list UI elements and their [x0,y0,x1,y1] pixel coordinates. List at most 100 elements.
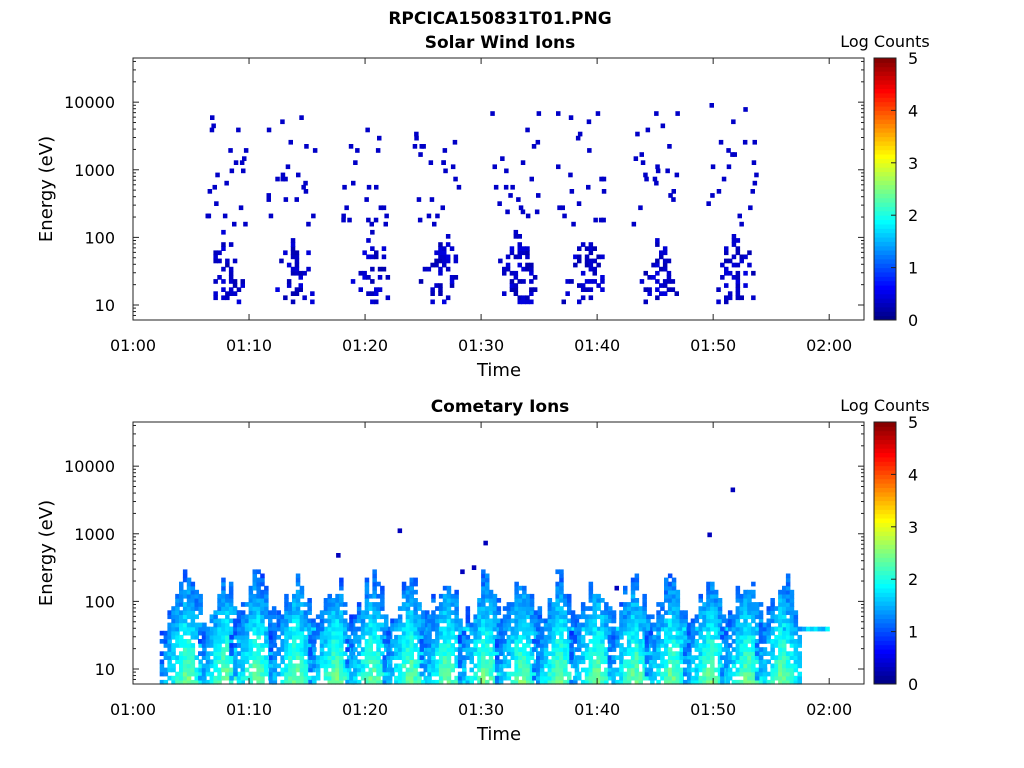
heatmap-cell [217,250,222,256]
heatmap-cell [364,655,370,660]
heatmap-cell [584,675,590,681]
heatmap-cell [667,659,673,665]
heatmap-cell [368,639,373,644]
heatmap-cell [431,639,436,644]
heatmap-cell [159,671,165,677]
heatmap-cell [445,258,451,264]
heatmap-cell [240,679,245,685]
heatmap-cell [457,655,463,660]
heatmap-cell [171,614,176,620]
heatmap-cell [225,622,230,628]
heatmap-cell [569,630,574,636]
heatmap-cell [698,667,703,673]
heatmap-cell [294,270,300,276]
heatmap-cell [315,663,321,669]
heatmap-cell [547,618,553,624]
heatmap-cell [213,295,218,301]
heatmap-cell [427,622,432,628]
heatmap-cell [721,639,727,644]
heatmap-cell [644,639,650,644]
heatmap-cell [260,593,265,599]
heatmap-cell [405,679,411,685]
heatmap-cell [539,671,545,677]
heatmap-cell [390,622,395,628]
heatmap-cell [543,618,549,624]
heatmap-cell [182,655,188,660]
heatmap-cell [323,630,329,636]
heatmap-cell [514,606,519,611]
heatmap-cell [256,659,261,665]
heatmap-cell [543,651,549,656]
heatmap-cell [209,663,215,669]
heatmap-cell [751,671,756,677]
heatmap-cell [485,667,490,673]
heatmap-cell [567,610,572,615]
heatmap-cell [520,209,526,215]
heatmap-cell [774,667,779,673]
heatmap-cell [295,630,301,636]
heatmap-cell [758,663,764,669]
heatmap-cell [555,589,560,595]
heatmap-cell [671,659,677,665]
heatmap-cell [655,168,661,174]
heatmap-cell [228,659,234,665]
heatmap-cell [380,626,385,632]
heatmap-cell [179,585,184,591]
colorbar-swatch [874,162,896,168]
heatmap-cell [364,581,370,587]
heatmap-cell [364,675,370,681]
heatmap-cell [789,679,795,685]
heatmap-cell [642,667,647,673]
heatmap-cell [201,634,207,640]
heatmap-cell [366,291,371,296]
heatmap-cell [323,659,329,665]
cometary-panel: Cometary Ions 01:00 01:10 01:20 01:30 01:40 0… [36,396,930,745]
heatmap-cell [607,663,613,669]
heatmap-cell [660,602,665,607]
heatmap-cell [423,639,428,644]
heatmap-cell [785,589,791,595]
heatmap-cell [655,287,660,292]
heatmap-cell [438,655,444,660]
heatmap-cell [335,655,340,660]
heatmap-cell [774,634,779,640]
heatmap-cell [648,634,654,640]
heatmap-cell [288,602,293,607]
heatmap-cell [327,651,332,656]
heatmap-cell [341,213,346,219]
heatmap-cell [739,655,744,660]
heatmap-cell [555,663,560,669]
heatmap-cell [730,152,735,157]
heatmap-cell [485,585,490,591]
heatmap-cell [446,598,452,603]
heatmap-cell [679,610,684,615]
heatmap-cell [623,614,628,620]
heatmap-cell [217,622,222,628]
heatmap-cell [171,651,176,656]
heatmap-cell [577,639,582,644]
heatmap-cell [577,643,582,648]
heatmap-cell [405,643,411,648]
heatmap-cell [260,626,265,632]
heatmap-cell [623,618,628,624]
heatmap-cell [401,643,407,648]
heatmap-cell [656,647,661,652]
heatmap-cell [382,675,387,681]
heatmap-cell [201,651,207,656]
heatmap-cell [419,655,425,660]
heatmap-cell [717,618,723,624]
heatmap-cell [327,606,332,611]
heatmap-cell [664,667,669,673]
heatmap-cell [574,655,580,660]
heatmap-cell [217,675,222,681]
heatmap-cell [419,144,424,149]
heatmap-cell [377,275,383,280]
heatmap-cell [596,634,601,640]
heatmap-cell [405,675,411,681]
heatmap-cell [574,667,580,673]
heatmap-cell [710,606,715,611]
heatmap-cell [186,679,192,685]
heatmap-cell [647,287,652,292]
heatmap-cell [706,598,711,603]
heatmap-cell [190,618,196,624]
